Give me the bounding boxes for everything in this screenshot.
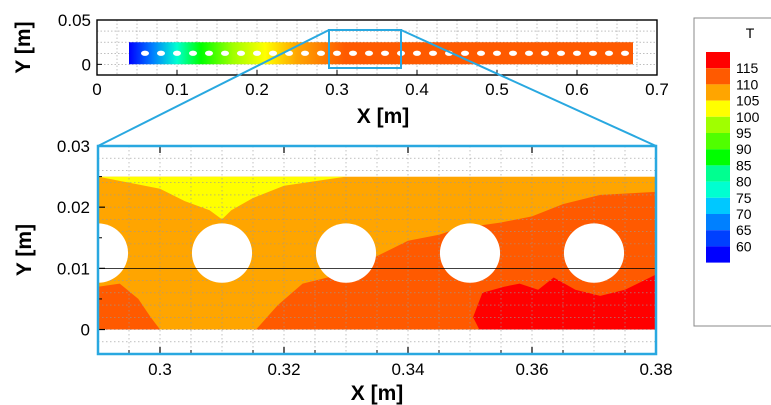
- legend-title: T: [746, 25, 755, 41]
- legend-swatch-65: [706, 230, 730, 247]
- zoom-y-tick-label: 0: [81, 321, 90, 340]
- overview-hole: [157, 50, 165, 56]
- legend-swatch-100: [706, 116, 730, 133]
- legend-swatch-120: [706, 52, 730, 69]
- overview-hole: [429, 50, 437, 56]
- overview-x-tick-label: 0.3: [325, 80, 349, 99]
- zoom-hole: [439, 223, 501, 283]
- overview-y-axis-label: Y [m]: [12, 21, 35, 73]
- legend-swatch-105: [706, 100, 730, 117]
- zoom-x-axis-label: X [m]: [351, 382, 404, 405]
- zoom-region-box: [328, 29, 402, 69]
- zoom-hole: [191, 223, 253, 283]
- legend-box: [693, 17, 771, 327]
- zoom-hole: [563, 223, 625, 283]
- overview-hole: [573, 50, 581, 56]
- overview-hole: [493, 50, 501, 56]
- legend-label: 95: [736, 125, 752, 141]
- zoom-ticks: 0.3 0.32 0.34 0.36 0.38 0 0.01 0.02 0.03: [57, 137, 673, 379]
- overview-hole: [621, 50, 629, 56]
- overview-hole: [317, 50, 325, 56]
- zoom-y-tick-label: 0.03: [57, 137, 90, 156]
- overview-hole: [141, 50, 149, 56]
- overview-plot-frame: [96, 19, 658, 76]
- legend-swatch-85: [706, 165, 730, 182]
- zoom-x-tick-label: 0.34: [391, 360, 424, 379]
- legend-label: 80: [736, 174, 752, 190]
- legend-swatch-60: [706, 246, 730, 263]
- overview-x-tick-label: 0.4: [405, 80, 429, 99]
- legend-swatch-75: [706, 197, 730, 214]
- overview-hole: [589, 50, 597, 56]
- overview-hole: [365, 50, 373, 56]
- overview-x-tick-label: 0: [92, 80, 101, 99]
- overview-x-tick-label: 0.7: [645, 80, 669, 99]
- legend-label: 85: [736, 157, 752, 173]
- legend-swatch-70: [706, 214, 730, 231]
- legend-label: 60: [736, 238, 752, 254]
- zoom-connector-right: [400, 29, 657, 147]
- zoom-x-tick-label: 0.3: [148, 360, 172, 379]
- zoom-x-tick-label: 0.38: [639, 360, 672, 379]
- overview-hole: [525, 50, 533, 56]
- zoom-y-axis-label: Y [m]: [13, 224, 36, 276]
- overview-x-tick-label: 0.1: [165, 80, 189, 99]
- overview-hole: [253, 50, 261, 56]
- zoom-connector-left: [97, 29, 330, 147]
- legend-swatch-115: [706, 68, 730, 85]
- zoom-x-tick-label: 0.32: [267, 360, 300, 379]
- legend-label: 90: [736, 141, 752, 157]
- legend-label: 70: [736, 206, 752, 222]
- overview-hole: [413, 50, 421, 56]
- legend-swatch-90: [706, 149, 730, 166]
- overview-plot: 0 0.1 0.2 0.3 0.4 0.5 0.6 0.7 0 0.05 X [m] Y [m]: [12, 11, 669, 128]
- temperature-region-120: [473, 274, 656, 330]
- overview-hole: [301, 50, 309, 56]
- legend-label: 115: [736, 60, 759, 76]
- overview-hole: [189, 50, 197, 56]
- overview-hole: [509, 50, 517, 56]
- overview-x-axis-label: X [m]: [357, 105, 410, 128]
- zoom-holes: [67, 223, 625, 283]
- zoom-y-tick-label: 0.01: [57, 259, 90, 278]
- overview-hole: [333, 50, 341, 56]
- zoom-x-tick-label: 0.36: [515, 360, 548, 379]
- overview-x-tick-label: 0.2: [245, 80, 269, 99]
- legend-label: 105: [736, 93, 760, 109]
- zoom-y-tick-label: 0.02: [57, 198, 90, 217]
- overview-hole: [477, 50, 485, 56]
- overview-hole: [541, 50, 549, 56]
- overview-hole: [557, 50, 565, 56]
- zoom-indicator: [97, 29, 657, 147]
- legend-label: 100: [736, 109, 760, 125]
- overview-hole: [269, 50, 277, 56]
- overview-hole: [205, 50, 213, 56]
- overview-ticks: 0 0.1 0.2 0.3 0.4 0.5 0.6 0.7 0 0.05: [58, 11, 669, 99]
- legend-label: 65: [736, 222, 752, 238]
- overview-hole: [349, 50, 357, 56]
- legend-swatch-95: [706, 133, 730, 150]
- legend-label: 75: [736, 190, 752, 206]
- legend-swatch-110: [706, 84, 730, 101]
- overview-hole: [381, 50, 389, 56]
- zoom-plot: 0.3 0.32 0.34 0.36 0.38 0 0.01 0.02 0.03 X [m] Y…: [13, 137, 673, 405]
- overview-hole: [173, 50, 181, 56]
- overview-hole: [221, 50, 229, 56]
- overview-hole: [461, 50, 469, 56]
- overview-hole: [605, 50, 613, 56]
- overview-x-tick-label: 0.6: [565, 80, 589, 99]
- zoom-hole: [315, 223, 377, 283]
- overview-y-tick-label: 0.05: [58, 11, 91, 30]
- zoom-plot-frame: [96, 144, 658, 356]
- overview-x-tick-label: 0.5: [485, 80, 509, 99]
- legend-label: 110: [736, 76, 759, 92]
- overview-y-tick-label: 0: [82, 55, 91, 74]
- overview-hole: [237, 50, 245, 56]
- legend-swatch-80: [706, 181, 730, 198]
